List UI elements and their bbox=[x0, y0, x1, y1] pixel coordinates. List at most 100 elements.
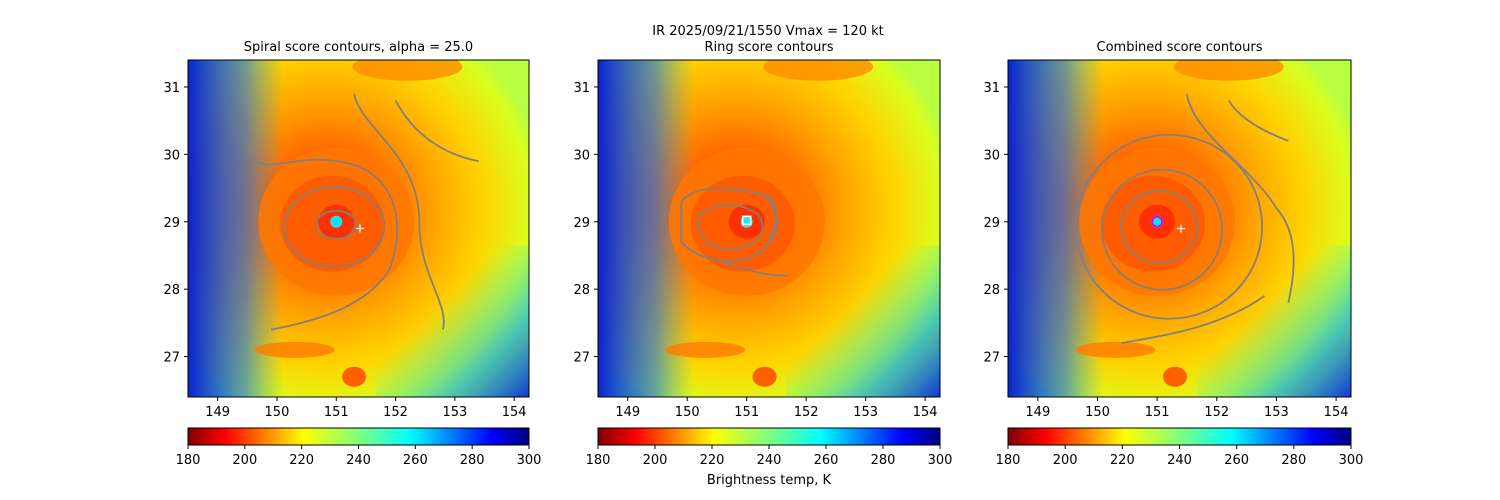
rainband-south bbox=[254, 341, 335, 358]
convective-cell bbox=[1163, 366, 1188, 387]
x-tick-label: 154 bbox=[502, 405, 527, 420]
score-contours bbox=[680, 187, 789, 277]
y-tick-label: 30 bbox=[983, 148, 1000, 163]
center-marker bbox=[741, 215, 752, 226]
contour-northeast bbox=[1227, 99, 1289, 142]
y-tick-label: 28 bbox=[983, 283, 1000, 298]
contour-eye bbox=[315, 209, 358, 240]
center-marker bbox=[331, 216, 342, 227]
axes-frame bbox=[187, 59, 530, 398]
ir-image bbox=[1008, 60, 1351, 397]
y-tick-label: 27 bbox=[573, 351, 590, 366]
contour-inner bbox=[1120, 189, 1199, 264]
colorbar-label: Brightness temp, K bbox=[707, 473, 832, 488]
rainband-south bbox=[665, 341, 746, 358]
colorbar-tick-label: 260 bbox=[403, 453, 428, 468]
contour-mid bbox=[1101, 168, 1224, 291]
colorbar-tick-label: 260 bbox=[814, 453, 839, 468]
rainband-north bbox=[763, 60, 874, 81]
colorbar-tick-label: 220 bbox=[1110, 453, 1135, 468]
dry-air-southeast bbox=[1196, 245, 1351, 397]
contour-ring-3 bbox=[722, 261, 789, 277]
x-tick-label: 149 bbox=[615, 405, 640, 420]
contour-outer bbox=[1075, 133, 1264, 320]
x-tick-label: 153 bbox=[442, 405, 467, 420]
y-tick-label: 31 bbox=[983, 81, 1000, 96]
y-tick-label: 29 bbox=[573, 216, 590, 231]
x-tick-label: 150 bbox=[1085, 405, 1110, 420]
panel-1: Spiral score contours, alpha = 25.0 149 15… bbox=[163, 40, 542, 468]
colorbar bbox=[1007, 427, 1352, 446]
colorbar-tick-label: 200 bbox=[1053, 453, 1078, 468]
colorbar-tick-label: 280 bbox=[460, 453, 485, 468]
x-tick-label: 150 bbox=[265, 405, 290, 420]
center-marker bbox=[1151, 215, 1164, 228]
contour-ring-2 bbox=[697, 204, 764, 250]
colorbar-tick-label: 300 bbox=[1339, 453, 1364, 468]
colorbar-tick-label: 280 bbox=[1281, 453, 1306, 468]
score-contours bbox=[1075, 93, 1295, 344]
plus-marker bbox=[355, 224, 364, 233]
score-contours bbox=[252, 93, 479, 331]
contour-inner bbox=[283, 185, 386, 268]
y-tick-label: 29 bbox=[983, 216, 1000, 231]
colorbar-tick-label: 200 bbox=[232, 453, 257, 468]
colorbar-tick-label: 300 bbox=[517, 453, 542, 468]
colorbar-tick-label: 200 bbox=[643, 453, 668, 468]
y-tick-label: 31 bbox=[163, 81, 180, 96]
rainband-north bbox=[352, 60, 463, 81]
contour-northeast bbox=[394, 100, 479, 162]
x-tick-label: 154 bbox=[913, 405, 938, 420]
y-tick-label: 28 bbox=[573, 283, 590, 298]
x-tick-label: 152 bbox=[794, 405, 819, 420]
colorbar-tick-label: 260 bbox=[1224, 453, 1249, 468]
contour-east bbox=[1186, 93, 1295, 303]
y-tick-label: 27 bbox=[983, 351, 1000, 366]
ir-image bbox=[598, 60, 940, 397]
contour-outer bbox=[252, 157, 399, 331]
panel-title: Spiral score contours, alpha = 25.0 bbox=[244, 40, 473, 55]
colorbar-tick-label: 220 bbox=[700, 453, 725, 468]
x-tick-label: 153 bbox=[853, 405, 878, 420]
rainband-north bbox=[1173, 60, 1284, 81]
colorbar-tick-label: 240 bbox=[757, 453, 782, 468]
colorbar-tick-label: 240 bbox=[1167, 453, 1192, 468]
y-tick-label: 31 bbox=[573, 81, 590, 96]
y-tick-label: 30 bbox=[163, 148, 180, 163]
axes-frame bbox=[597, 59, 941, 398]
x-tick-label: 152 bbox=[1204, 405, 1229, 420]
x-tick-label: 154 bbox=[1324, 405, 1349, 420]
colorbar-tick-label: 180 bbox=[586, 453, 611, 468]
convective-cell bbox=[752, 366, 777, 387]
panel-title: Ring score contours bbox=[704, 40, 833, 55]
convective-cell bbox=[342, 366, 367, 387]
figure-suptitle: IR 2025/09/21/1550 Vmax = 120 kt bbox=[652, 24, 883, 39]
y-tick-label: 29 bbox=[163, 216, 180, 231]
colorbar-tick-label: 300 bbox=[928, 453, 953, 468]
contour-south bbox=[1121, 295, 1266, 344]
panel-3: Combined score contours 149 150 151 152 153 15… bbox=[983, 40, 1364, 468]
contour-ring-4 bbox=[763, 194, 778, 243]
x-tick-label: 152 bbox=[383, 405, 408, 420]
x-tick-label: 149 bbox=[1025, 405, 1050, 420]
rainband-south bbox=[1075, 341, 1156, 358]
colorbar-tick-label: 280 bbox=[871, 453, 896, 468]
x-tick-label: 153 bbox=[1264, 405, 1289, 420]
panel-2: Ring score contours 149 150 151 152 153 154 27 2… bbox=[573, 40, 953, 488]
y-tick-label: 30 bbox=[573, 148, 590, 163]
x-tick-label: 151 bbox=[1145, 405, 1170, 420]
colorbar-tick-label: 220 bbox=[289, 453, 314, 468]
colorbar bbox=[597, 427, 941, 446]
colorbar-tick-label: 240 bbox=[346, 453, 371, 468]
colorbar-tick-label: 180 bbox=[996, 453, 1021, 468]
plus-marker bbox=[1176, 224, 1185, 233]
contour-ring-1 bbox=[680, 187, 777, 262]
ir-image bbox=[188, 60, 529, 397]
colorbar-tick-label: 180 bbox=[176, 453, 201, 468]
axes-frame bbox=[1007, 59, 1352, 398]
x-tick-label: 151 bbox=[324, 405, 349, 420]
colorbar bbox=[187, 427, 530, 446]
dry-air-southeast bbox=[786, 245, 940, 397]
dry-air-southeast bbox=[375, 245, 529, 397]
